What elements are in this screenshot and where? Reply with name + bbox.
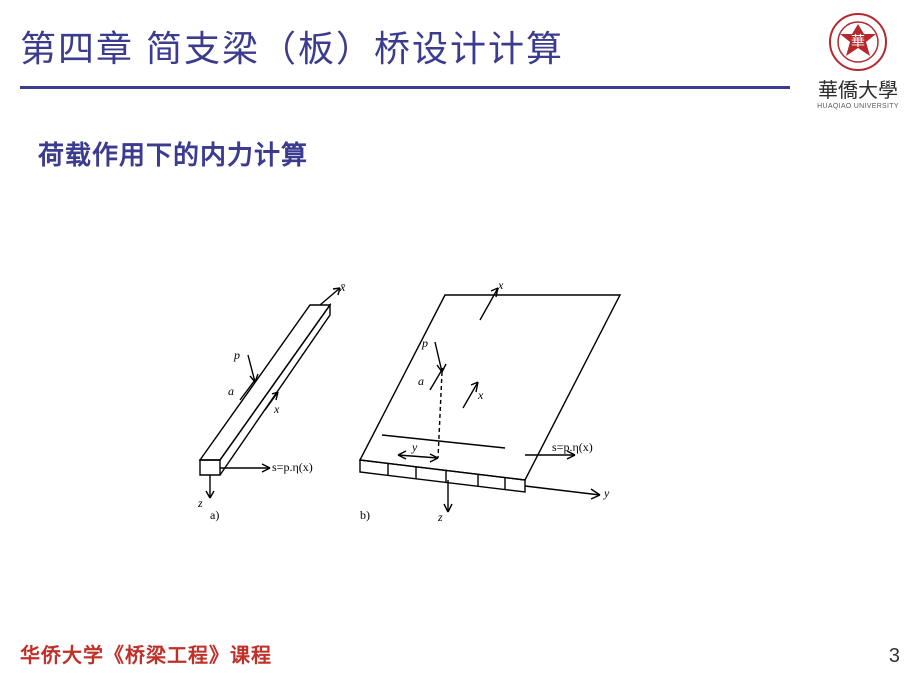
label-x-a: x xyxy=(274,402,279,417)
label-s-a: s=p.η(x) xyxy=(272,460,313,475)
title-underline xyxy=(20,86,790,89)
svg-text:華: 華 xyxy=(851,34,865,50)
label-xbar-a: x̄ xyxy=(340,280,345,295)
beam-diagram: x̄ p a x z a) s=p.η(x) x p a x y z y b) … xyxy=(180,280,640,530)
label-y-in-b: y xyxy=(412,440,417,455)
logo-text-en: HUAQIAO UNIVERSITY xyxy=(814,103,902,110)
label-p-b: p xyxy=(422,336,428,351)
label-a-a: a xyxy=(228,384,234,399)
label-z-b: z xyxy=(438,510,443,525)
label-caption-a: a) xyxy=(210,508,219,523)
chapter-title: 第四章 简支梁（板）桥设计计算 xyxy=(20,20,920,72)
page-number: 3 xyxy=(889,645,900,668)
university-logo: 華 華僑大學 HUAQIAO UNIVERSITY xyxy=(814,12,902,110)
label-y-axis-b: y xyxy=(604,486,609,501)
label-z-a: z xyxy=(198,496,203,511)
footer-course: 华侨大学《桥梁工程》课程 xyxy=(20,639,272,668)
label-a-b: a xyxy=(418,374,424,389)
logo-text-cn: 華僑大學 xyxy=(814,74,902,103)
section-subtitle: 荷载作用下的内力计算 xyxy=(38,135,308,172)
label-caption-b: b) xyxy=(360,508,370,523)
label-x-b: x xyxy=(478,388,483,403)
label-p-a: p xyxy=(234,348,240,363)
slide-header: 第四章 简支梁（板）桥设计计算 xyxy=(0,0,920,89)
label-s-b: s=p.η(x) xyxy=(552,440,593,455)
logo-seal-icon: 華 xyxy=(828,12,888,72)
label-x-top-b: x xyxy=(498,278,503,293)
